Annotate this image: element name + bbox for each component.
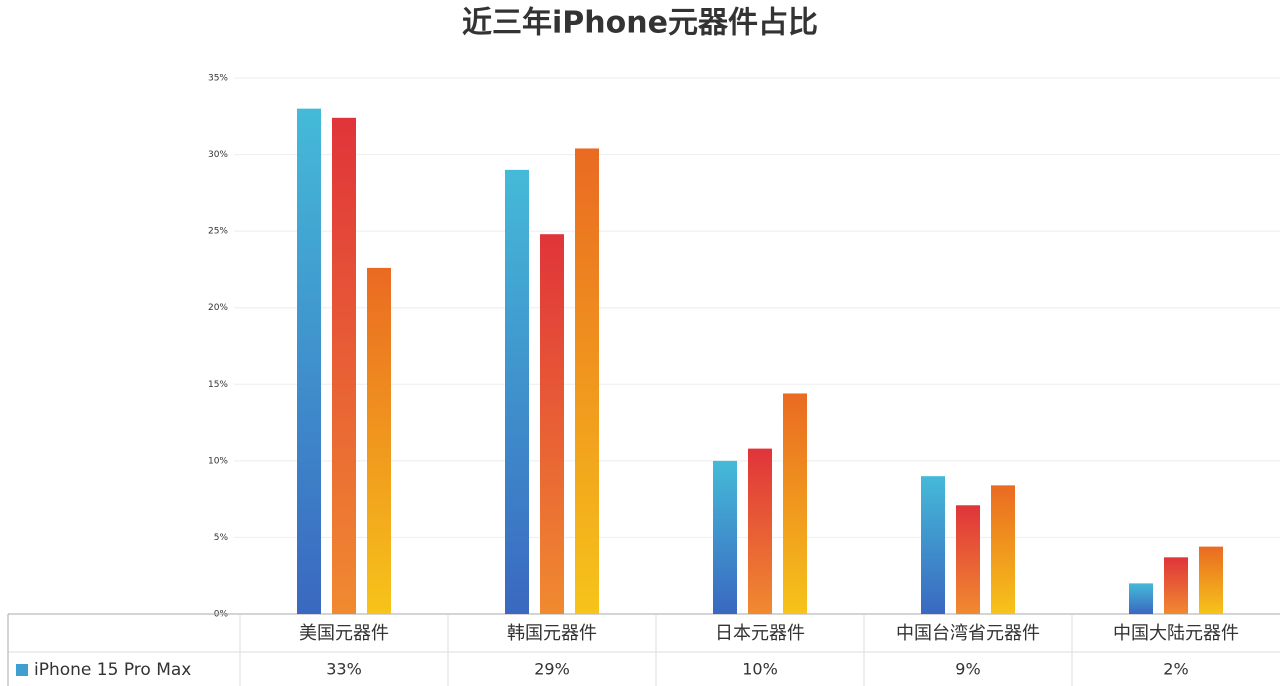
- data-label: 9%: [955, 660, 980, 679]
- bar: [956, 505, 980, 614]
- y-tick-label: 5%: [214, 533, 229, 543]
- y-tick-label: 25%: [208, 227, 228, 237]
- data-label: 29%: [534, 660, 570, 679]
- bar: [1129, 583, 1153, 614]
- bar: [783, 393, 807, 614]
- bar: [991, 485, 1015, 614]
- bar: [332, 117, 356, 615]
- bar: [921, 476, 945, 614]
- bar: [297, 108, 321, 614]
- bar: [367, 267, 391, 614]
- bar: [748, 448, 772, 614]
- legend-swatch: [16, 664, 28, 676]
- chart-title: 近三年iPhone元器件占比: [462, 6, 818, 41]
- y-tick-label: 15%: [208, 380, 228, 390]
- x-tick-label: 中国大陆元器件: [1113, 623, 1239, 644]
- y-tick-label: 10%: [208, 456, 228, 466]
- data-label: 10%: [742, 660, 778, 679]
- y-tick-label: 35%: [208, 74, 228, 84]
- legend-label: iPhone 15 Pro Max: [34, 660, 191, 680]
- bar: [575, 148, 599, 614]
- bar: [1164, 557, 1188, 614]
- bar: [505, 169, 529, 614]
- bar: [540, 234, 564, 614]
- y-tick-label: 20%: [208, 303, 228, 313]
- data-label: 2%: [1163, 660, 1188, 679]
- x-tick-label: 美国元器件: [299, 623, 389, 644]
- x-tick-label: 中国台湾省元器件: [896, 623, 1040, 644]
- bar: [1199, 546, 1223, 614]
- x-tick-label: 韩国元器件: [507, 623, 597, 644]
- bar: [713, 460, 737, 614]
- y-tick-label: 30%: [208, 150, 228, 160]
- data-label: 33%: [326, 660, 362, 679]
- x-tick-label: 日本元器件: [715, 623, 805, 644]
